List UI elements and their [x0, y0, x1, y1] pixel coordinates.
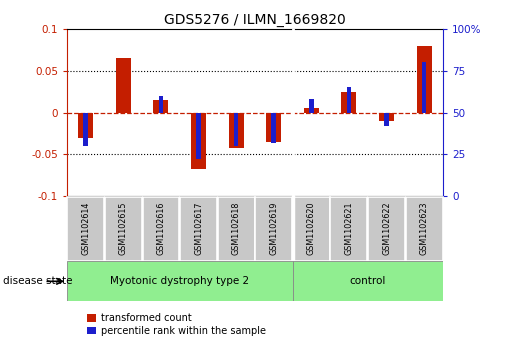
Text: GSM1102617: GSM1102617	[194, 201, 203, 255]
Text: disease state: disease state	[3, 276, 72, 286]
Bar	[196, 113, 201, 159]
Text: GSM1102620: GSM1102620	[307, 201, 316, 255]
Bar	[384, 113, 389, 126]
FancyBboxPatch shape	[331, 197, 367, 261]
Text: GSM1102623: GSM1102623	[420, 201, 428, 255]
FancyBboxPatch shape	[293, 197, 330, 261]
Text: GSM1102616: GSM1102616	[157, 201, 165, 254]
Legend: transformed count, percentile rank within the sample: transformed count, percentile rank withi…	[87, 313, 266, 337]
Text: GSM1102619: GSM1102619	[269, 201, 278, 255]
Bar	[417, 46, 432, 113]
Bar	[67, 261, 293, 301]
Bar	[341, 91, 356, 113]
Text: GSM1102621: GSM1102621	[345, 201, 353, 255]
FancyBboxPatch shape	[368, 197, 405, 261]
FancyBboxPatch shape	[406, 197, 442, 261]
Text: GSM1102614: GSM1102614	[81, 201, 90, 254]
Bar	[191, 113, 206, 169]
Text: GSM1102622: GSM1102622	[382, 201, 391, 255]
Bar	[153, 100, 168, 113]
Bar	[78, 113, 93, 138]
FancyBboxPatch shape	[255, 197, 292, 261]
FancyBboxPatch shape	[180, 197, 217, 261]
FancyBboxPatch shape	[105, 197, 142, 261]
Bar	[234, 113, 238, 146]
Bar	[116, 58, 131, 113]
Bar	[309, 99, 314, 113]
Title: GDS5276 / ILMN_1669820: GDS5276 / ILMN_1669820	[164, 13, 346, 26]
Bar	[83, 113, 88, 146]
Bar	[266, 113, 281, 142]
Bar	[422, 62, 426, 113]
Bar	[229, 113, 244, 148]
Bar	[293, 261, 443, 301]
Text: GSM1102618: GSM1102618	[232, 201, 241, 254]
Text: Myotonic dystrophy type 2: Myotonic dystrophy type 2	[110, 276, 249, 286]
Text: GSM1102615: GSM1102615	[119, 201, 128, 255]
Bar	[159, 96, 163, 113]
FancyBboxPatch shape	[67, 197, 104, 261]
Bar	[304, 108, 319, 113]
Text: control: control	[350, 276, 386, 286]
Bar	[271, 113, 276, 143]
FancyBboxPatch shape	[218, 197, 254, 261]
FancyBboxPatch shape	[143, 197, 179, 261]
Bar	[347, 87, 351, 113]
Bar	[379, 113, 394, 121]
